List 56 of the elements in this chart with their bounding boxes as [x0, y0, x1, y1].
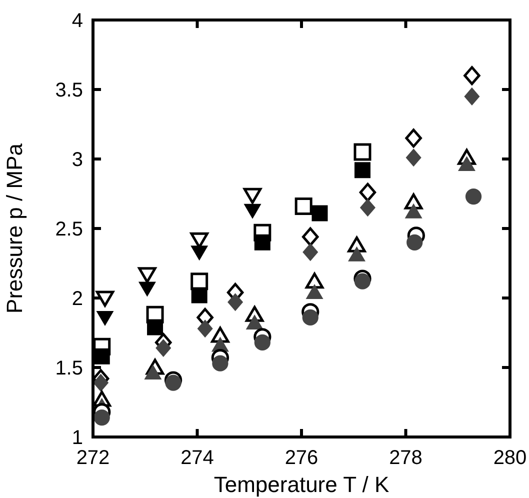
point [93, 374, 108, 392]
point [406, 148, 422, 166]
point [354, 162, 370, 178]
point [190, 246, 208, 260]
x-tick-label: 278 [389, 447, 422, 469]
x-tick-label: 272 [76, 447, 110, 469]
point [306, 284, 323, 299]
point [243, 188, 262, 204]
x-tick-label: 280 [493, 447, 527, 469]
point [94, 348, 110, 364]
point [294, 198, 312, 216]
y-tick-label: 1.5 [55, 358, 83, 380]
point [228, 293, 243, 311]
y-tick-label: 3.5 [55, 80, 83, 102]
point [244, 204, 261, 218]
point [305, 272, 324, 289]
y-tick-label: 4 [72, 10, 83, 32]
x-axis-title: Temperature T / K [214, 472, 390, 497]
point [165, 374, 182, 391]
point [138, 282, 156, 296]
point [96, 290, 114, 307]
point [354, 143, 372, 161]
y-tick-label: 1 [72, 427, 83, 449]
point [156, 339, 171, 357]
point [360, 198, 376, 216]
point [197, 320, 213, 338]
point [405, 128, 422, 148]
point [302, 243, 318, 261]
point [254, 234, 270, 250]
point [254, 334, 270, 351]
point [246, 315, 263, 330]
point [348, 246, 366, 262]
y-tick-label: 2.5 [55, 218, 83, 240]
point [191, 287, 208, 304]
y-tick-label: 2 [72, 288, 83, 310]
point [464, 88, 480, 106]
point [354, 273, 371, 290]
point [406, 234, 423, 250]
point [464, 66, 480, 86]
point [94, 409, 110, 426]
point [465, 188, 482, 205]
y-axis-title: Pressure p / MPa [2, 142, 27, 314]
x-tick-label: 274 [180, 447, 214, 469]
point [144, 365, 162, 380]
point [302, 309, 318, 326]
point [212, 355, 228, 372]
point [405, 204, 422, 218]
point [138, 267, 156, 284]
point [458, 156, 476, 172]
point [96, 310, 114, 326]
point [359, 182, 376, 202]
x-tick-label: 276 [284, 447, 318, 469]
point [147, 319, 164, 336]
point [302, 227, 319, 246]
point [312, 205, 328, 222]
y-tick-label: 3 [72, 149, 83, 171]
